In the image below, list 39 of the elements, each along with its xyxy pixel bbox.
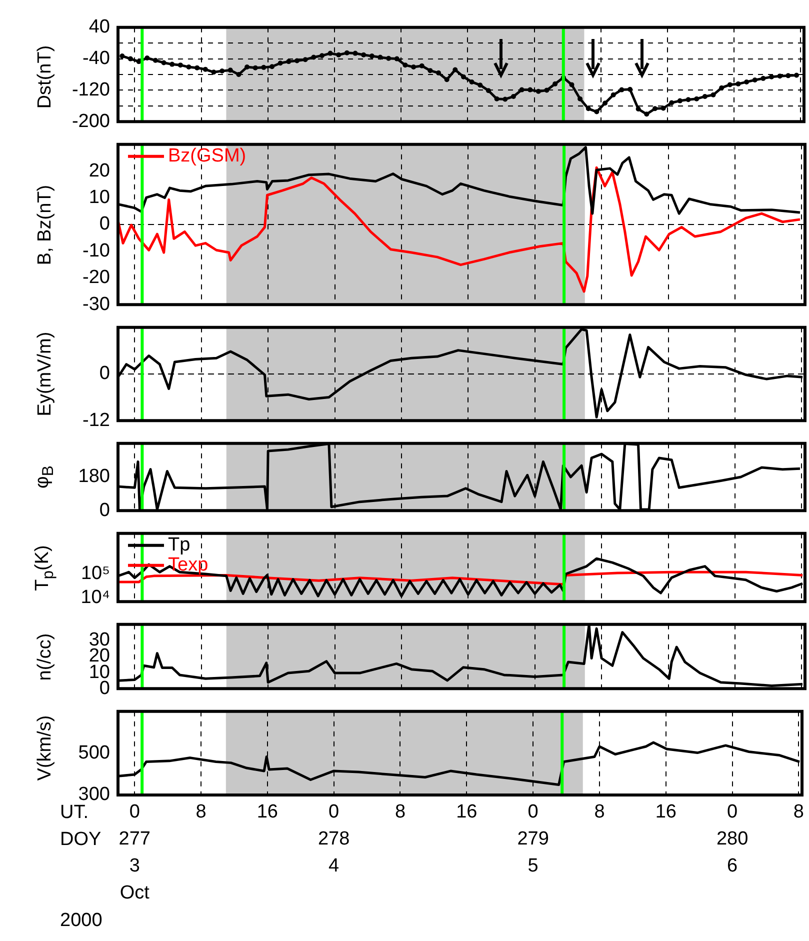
y-tick-label: 0 [99,363,110,384]
y-tick-label: -10 [82,240,110,262]
y-axis-title: n(/cc) [34,632,56,680]
y-tick-label: -30 [82,294,110,315]
y-tick-label: 0 [99,500,110,521]
y-tick-label: 10⁴ [80,587,110,608]
x-tick-label: 8 [196,802,206,823]
x-tick-label: 0 277 3 Oct [118,802,150,904]
x-tick-label: 16 [655,802,676,823]
x-tick-label: 0 280 6 [716,802,748,877]
y-tick-label: -12 [82,410,110,431]
x-tick-label: 8 [793,802,804,823]
x-tick-label: 8 [394,802,406,823]
y-axis-title: B, Bz(nT) [34,184,56,265]
y-tick-label: 0 [99,214,110,235]
y-tick-label: 180 [78,466,110,488]
y-tick-label: -200 [72,110,110,132]
x-tick-label: 8 [594,802,605,823]
y-tick-label: 20 [88,160,110,182]
y-tick-label: 40 [88,16,110,38]
y-tick-label: -20 [82,267,110,288]
y-tick-label: -120 [72,79,110,100]
y-tick-label: 10 [88,187,110,208]
x-tick-label: 16 [256,802,278,823]
x-tick-label: 0 278 4 [318,802,350,877]
y-axis-title: Ey(mV/m) [34,332,56,416]
text: 2000 [60,909,102,933]
y-axis-title: V(km/s) [34,714,56,780]
y-tick-label: -40 [82,48,110,70]
legend-label: Bz(GSM) [168,146,246,167]
text: DOY [60,828,102,852]
y-tick-label: 10⁵ [80,563,110,584]
x-tick-label: 16 [456,802,478,823]
x-tick-label: 0 279 5 [517,802,549,877]
legend-label: Tp [168,534,190,556]
y-axis-title: Dst(nT) [34,44,56,108]
y-tick-label: 0 [99,678,110,699]
y-tick-label: 500 [78,742,110,764]
legend-label: Texp [168,554,208,576]
